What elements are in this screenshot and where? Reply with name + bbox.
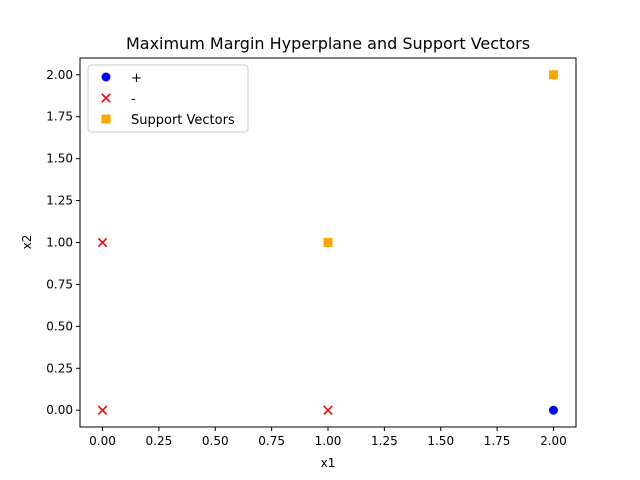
y-axis-label: x2 — [20, 235, 34, 250]
x-tick-label: 1.50 — [427, 434, 454, 448]
x-tick-label: 1.00 — [315, 434, 342, 448]
minus-point — [97, 237, 108, 248]
y-tick-label: 1.50 — [46, 152, 73, 166]
chart-title: Maximum Margin Hyperplane and Support Ve… — [126, 34, 530, 53]
y-tick-label: 1.75 — [46, 110, 73, 124]
y-tick-label: 0.50 — [46, 319, 73, 333]
x-tick-label: 1.75 — [484, 434, 511, 448]
y-tick-label: 1.25 — [46, 194, 73, 208]
y-tick-label: 1.00 — [46, 236, 73, 250]
legend-marker-minus — [101, 93, 111, 103]
x-axis-label: x1 — [321, 456, 336, 470]
x-tick-label: 0.75 — [258, 434, 285, 448]
legend-marker-support-vector — [101, 114, 111, 124]
y-ticks: 0.00 0.25 0.50 0.75 1.00 1.25 1.50 1.75 2.00 — [46, 68, 80, 417]
x-ticks: 0.00 0.25 0.50 0.75 1.00 1.25 1.50 1.75 2.00 — [89, 427, 567, 448]
y-tick-label: 0.25 — [46, 361, 73, 375]
x-tick-label: 1.25 — [371, 434, 398, 448]
x-tick-label: 2.00 — [540, 434, 567, 448]
legend-label-minus: - — [131, 92, 136, 107]
plus-point — [548, 405, 558, 415]
legend-label-support-vector: Support Vectors — [131, 113, 235, 128]
y-tick-label: 2.00 — [46, 68, 73, 82]
x-tick-label: 0.50 — [202, 434, 229, 448]
minus-point — [323, 405, 333, 415]
legend: + - Support Vectors — [87, 64, 249, 133]
legend-label-plus: + — [131, 71, 142, 86]
minus-point — [97, 405, 108, 415]
support-vector-point — [323, 238, 333, 247]
points-layer — [97, 70, 558, 415]
legend-frame — [87, 64, 249, 133]
y-tick-label: 0.75 — [46, 277, 73, 291]
y-tick-label: 0.00 — [46, 403, 73, 417]
x-tick-label: 0.00 — [89, 434, 116, 448]
x-tick-label: 0.25 — [146, 434, 173, 448]
support-vector-point — [548, 70, 558, 80]
legend-marker-plus — [101, 72, 111, 82]
